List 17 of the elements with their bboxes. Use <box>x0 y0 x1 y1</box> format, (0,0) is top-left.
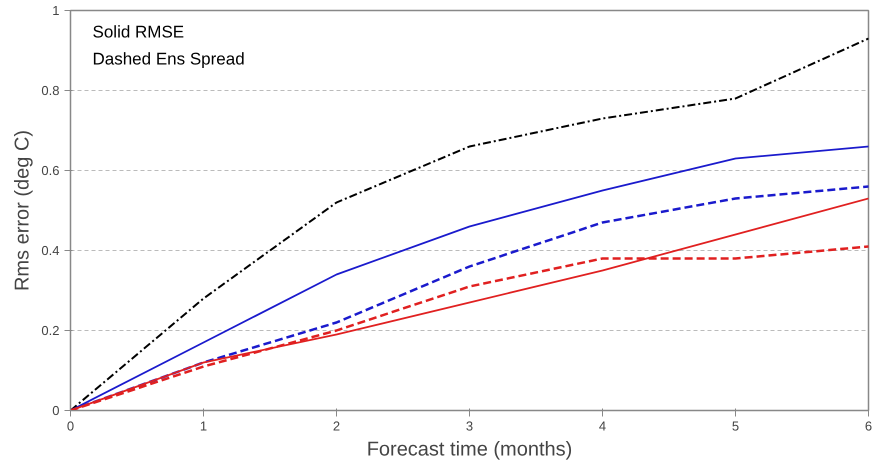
x-tick-label: 1 <box>200 418 208 434</box>
x-tick-label: 2 <box>332 418 340 434</box>
x-tick-label: 5 <box>732 418 740 434</box>
x-tick-label: 0 <box>66 418 74 434</box>
y-tick-label: 0.2 <box>41 323 60 338</box>
annotation: Dashed Ens Spread <box>92 50 245 68</box>
x-tick-label: 6 <box>864 418 872 434</box>
x-tick-label: 4 <box>598 418 606 434</box>
y-tick-label: 1 <box>52 3 60 18</box>
y-tick-label: 0.8 <box>41 83 60 98</box>
annotation: Solid RMSE <box>92 22 184 42</box>
x-axis-title: Forecast time (months) <box>366 438 572 460</box>
x-tick-label: 3 <box>466 418 474 434</box>
y-tick-label: 0 <box>52 403 60 418</box>
y-tick-label: 0.4 <box>41 243 60 258</box>
y-tick-label: 0.6 <box>41 163 60 178</box>
y-axis-title: Rms error (deg C) <box>11 130 34 292</box>
